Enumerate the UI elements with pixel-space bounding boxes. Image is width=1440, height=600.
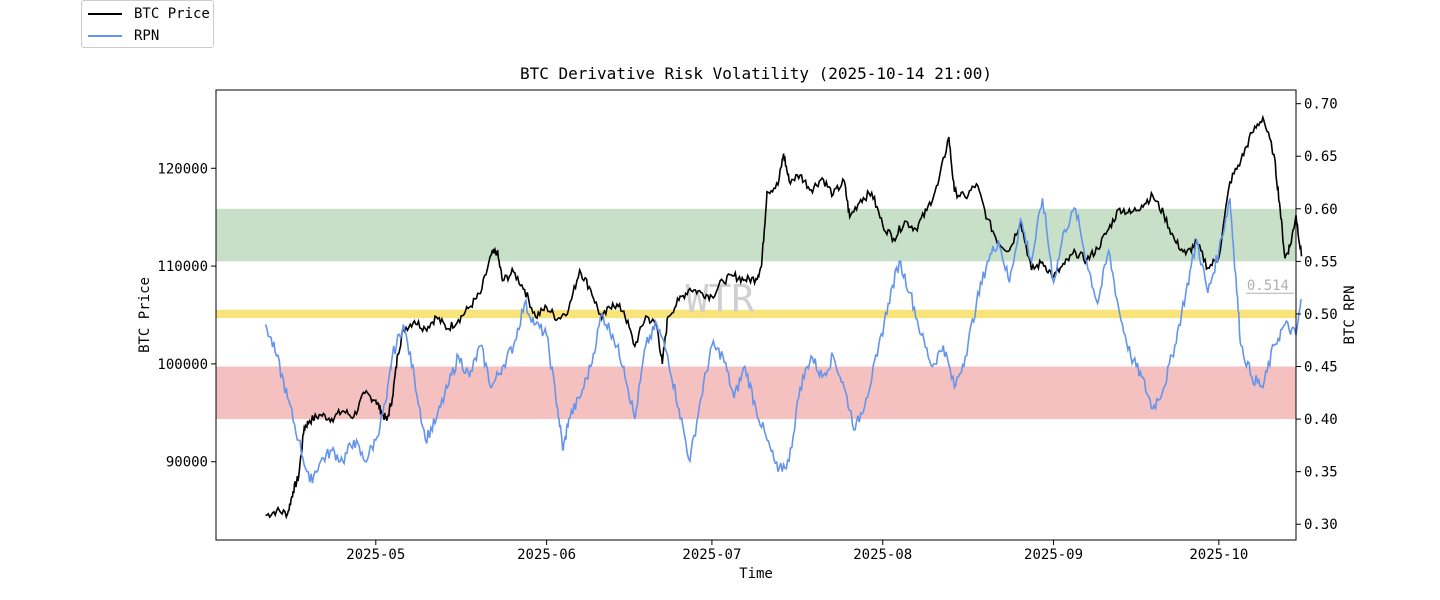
chart-title: BTC Derivative Risk Volatility (2025-10-… xyxy=(520,64,992,83)
y-left-tick-label: 90000 xyxy=(166,455,208,471)
x-axis: 2025-05 2025-06 2025-07 2025-08 2025-09 2025-… xyxy=(346,540,1248,563)
legend: BTC Price RPN xyxy=(81,0,214,48)
series-line-btc-price xyxy=(265,114,1303,520)
y-right-tick-label: 0.35 xyxy=(1304,465,1338,481)
y-left-tick-label: 100000 xyxy=(157,357,208,373)
mid-line xyxy=(216,309,1296,319)
y-right-tick-label: 0.45 xyxy=(1304,360,1338,376)
legend-item-rpn: RPN xyxy=(88,26,159,46)
current-value-marker: 0.514 xyxy=(1246,278,1294,294)
legend-label-rpn: RPN xyxy=(134,28,160,44)
x-tick-label: 2025-10 xyxy=(1189,547,1248,563)
x-tick-label: 2025-08 xyxy=(853,547,912,563)
y-axis-right-label: BTC RPN xyxy=(1342,285,1358,344)
legend-swatch-btc-price xyxy=(88,13,122,15)
y-right-tick-label: 0.55 xyxy=(1304,254,1338,270)
y-left-tick-label: 110000 xyxy=(157,259,208,275)
series-line-rpn xyxy=(264,198,1303,484)
y-right-tick-label: 0.65 xyxy=(1304,149,1338,165)
x-tick-label: 2025-09 xyxy=(1024,547,1083,563)
y-axis-left-label: BTC Price xyxy=(137,277,153,353)
y-right-tick-label: 0.40 xyxy=(1304,412,1338,428)
y-left-tick-label: 120000 xyxy=(157,161,208,177)
series-group xyxy=(264,114,1303,520)
plot-frame xyxy=(215,89,1297,541)
x-tick-label: 2025-05 xyxy=(346,547,405,563)
risk-bands xyxy=(216,208,1296,420)
y-axis-right: 0.30 0.35 0.40 0.45 0.50 0.55 0.60 0.65 0.70 xyxy=(1296,97,1338,533)
x-tick-label: 2025-07 xyxy=(682,547,741,563)
current-value-label: 0.514 xyxy=(1247,278,1289,294)
y-right-tick-label: 0.50 xyxy=(1304,307,1338,323)
x-axis-label: Time xyxy=(739,566,773,582)
x-tick-label: 2025-06 xyxy=(517,547,576,563)
y-right-tick-label: 0.30 xyxy=(1304,517,1338,533)
legend-swatch-rpn xyxy=(88,35,122,37)
legend-item-btc-price: BTC Price xyxy=(88,4,210,24)
y-axis-left: 90000 100000 110000 120000 xyxy=(157,161,216,471)
legend-label-btc-price: BTC Price xyxy=(134,6,210,22)
y-right-tick-label: 0.60 xyxy=(1304,202,1338,218)
high-risk-band xyxy=(216,208,1296,262)
y-right-tick-label: 0.70 xyxy=(1304,97,1338,113)
watermark: WTR xyxy=(686,277,755,321)
